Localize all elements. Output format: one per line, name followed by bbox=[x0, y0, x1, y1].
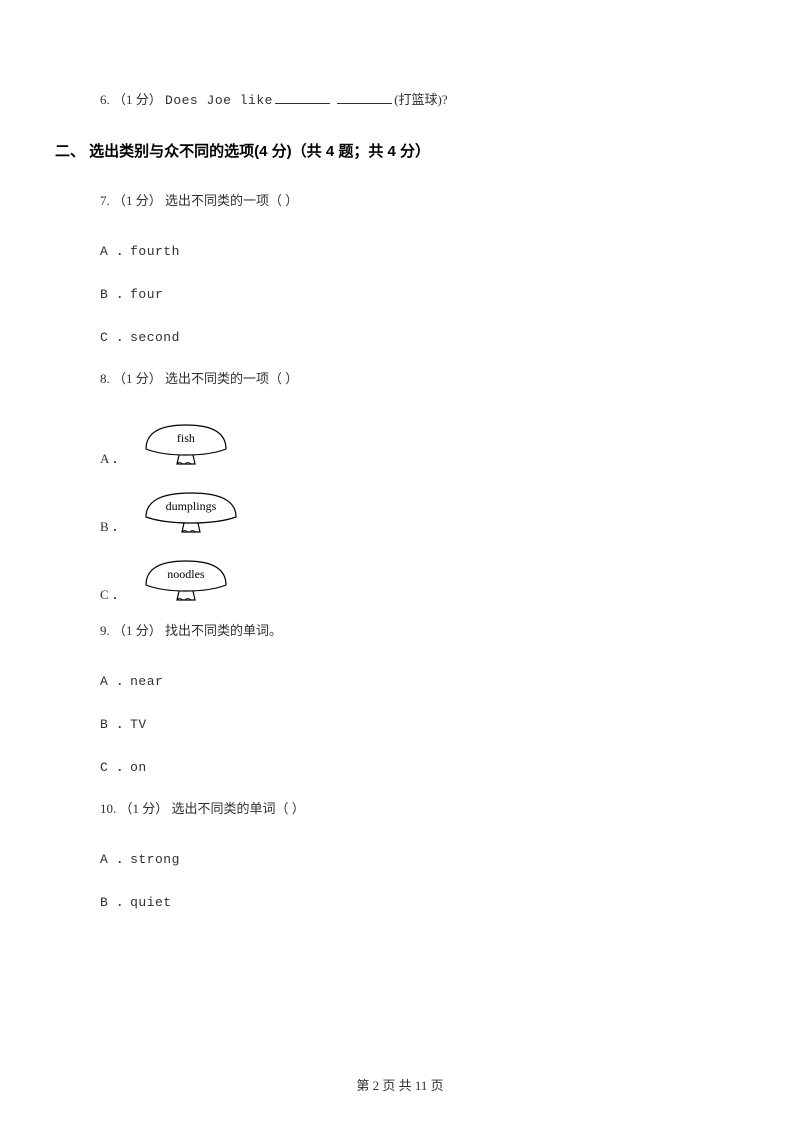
question-7: 7. （1 分） 选出不同类的一项（ ） bbox=[55, 191, 745, 212]
q8-option-a: A ． fish bbox=[55, 417, 745, 467]
question-text-after: (打篮球)? bbox=[394, 92, 447, 107]
question-number: 7. bbox=[100, 193, 110, 208]
mushroom-icon-fish: fish bbox=[141, 417, 231, 467]
q9-option-b: B ．TV bbox=[55, 713, 745, 732]
question-6: 6. （1 分） Does Joe like (打篮球)? bbox=[55, 90, 745, 112]
question-9: 9. （1 分） 找出不同类的单词。 bbox=[55, 621, 745, 642]
question-text-before: Does Joe like bbox=[165, 93, 273, 108]
page-content: 6. （1 分） Does Joe like (打篮球)? 二、 选出类别与众不… bbox=[0, 0, 800, 910]
mushroom-icon-dumplings: dumplings bbox=[141, 485, 241, 535]
q9-option-a: A ．near bbox=[55, 670, 745, 689]
question-text: 选出不同类的一项（ ） bbox=[165, 193, 298, 208]
q8-option-c: C ． noodles bbox=[55, 553, 745, 603]
question-text: 选出不同类的一项（ ） bbox=[165, 371, 298, 386]
question-points: （1 分） bbox=[120, 801, 169, 816]
question-text: 选出不同类的单词（ ） bbox=[172, 801, 305, 816]
option-letter: B ． bbox=[100, 516, 125, 535]
q7-option-a: A ．fourth bbox=[55, 240, 745, 259]
question-number: 8. bbox=[100, 371, 110, 386]
q9-option-c: C ．on bbox=[55, 756, 745, 775]
question-points: （1 分） bbox=[113, 623, 162, 638]
question-number: 6. bbox=[100, 92, 110, 107]
question-number: 9. bbox=[100, 623, 110, 638]
question-text: 找出不同类的单词。 bbox=[165, 623, 282, 638]
q10-option-b: B ．quiet bbox=[55, 891, 745, 910]
page-footer: 第 2 页 共 11 页 bbox=[0, 1075, 800, 1094]
mushroom-icon-noodles: noodles bbox=[141, 553, 231, 603]
question-8: 8. （1 分） 选出不同类的一项（ ） bbox=[55, 369, 745, 390]
q7-option-b: B ．four bbox=[55, 283, 745, 302]
option-letter: A ． bbox=[100, 448, 125, 467]
blank-1 bbox=[275, 90, 330, 104]
question-points: （1 分） bbox=[113, 92, 162, 107]
q7-option-c: C ．second bbox=[55, 326, 745, 345]
question-number: 10. bbox=[100, 801, 116, 816]
q8-option-b: B ． dumplings bbox=[55, 485, 745, 535]
question-points: （1 分） bbox=[113, 193, 162, 208]
mushroom-label: noodles bbox=[141, 567, 231, 582]
mushroom-label: fish bbox=[141, 431, 231, 446]
option-letter: C ． bbox=[100, 584, 125, 603]
section-2-title: 二、 选出类别与众不同的选项(4 分)（共 4 题；共 4 分） bbox=[55, 140, 745, 161]
question-points: （1 分） bbox=[113, 371, 162, 386]
q10-option-a: A ．strong bbox=[55, 848, 745, 867]
blank-2 bbox=[337, 90, 392, 104]
question-10: 10. （1 分） 选出不同类的单词（ ） bbox=[55, 799, 745, 820]
mushroom-label: dumplings bbox=[141, 499, 241, 514]
